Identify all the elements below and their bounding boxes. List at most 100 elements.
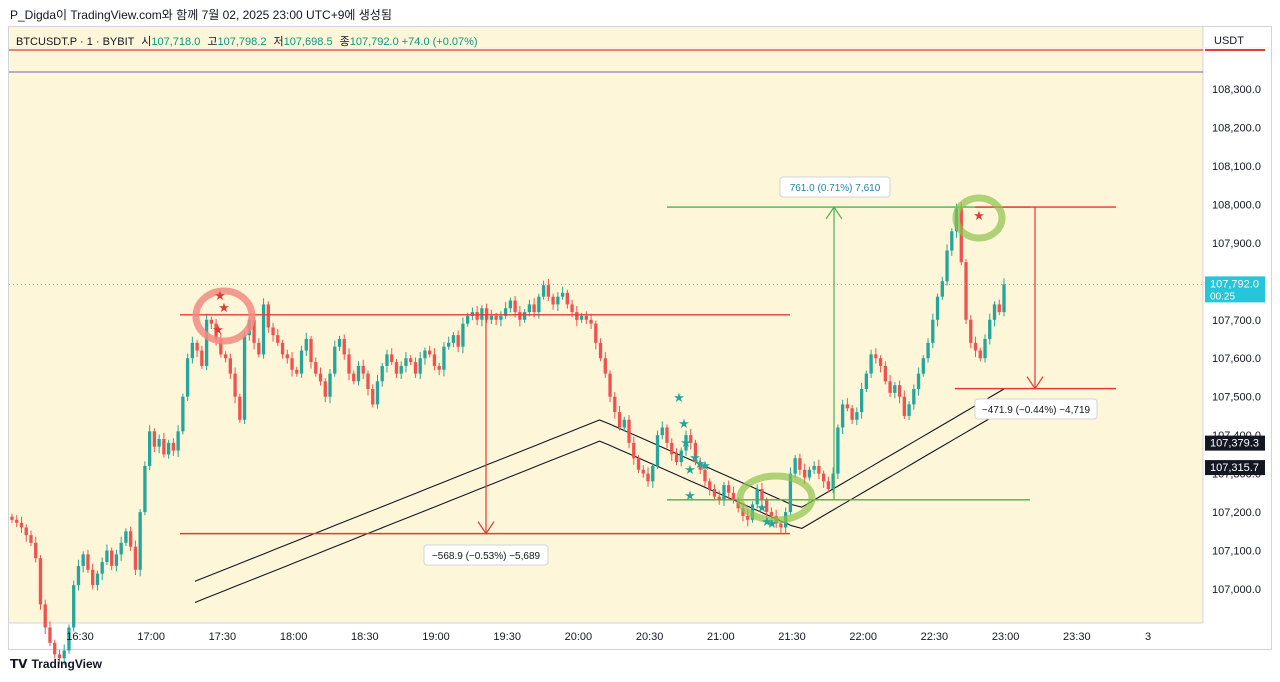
candle-body — [261, 304, 266, 355]
candle-body — [72, 585, 76, 628]
chart-frame — [8, 26, 1272, 650]
candle-body — [152, 431, 157, 447]
candle-body — [451, 335, 456, 343]
candle-body — [703, 469, 707, 482]
candle-body — [34, 542, 38, 559]
candle-body — [323, 381, 327, 397]
candle-body — [551, 296, 555, 305]
high-label: 고 — [207, 36, 218, 48]
candle-body — [29, 535, 33, 543]
candle-body — [366, 373, 370, 390]
snapshot-header: P_Digda이 TradingView.com와 함께 7월 02, 2025… — [0, 0, 1280, 26]
time-tick-label: 20:00 — [565, 631, 593, 643]
candle-body — [978, 350, 982, 359]
candle-body — [632, 442, 636, 459]
candle-body — [935, 296, 940, 320]
candle-body — [124, 531, 128, 543]
close-value: 107,792.0 — [349, 36, 399, 48]
symbol-legend: BTCUSDT.P · 1 · BYBIT 시107,718.0 고 107,79… — [16, 33, 478, 49]
price-tick-label: 108,300.0 — [1212, 84, 1261, 96]
star-marker-icon: ★ — [684, 462, 696, 477]
candle-body — [204, 319, 209, 366]
measure-down-arrow — [477, 521, 495, 535]
price-tick-label: 107,100.0 — [1212, 546, 1261, 558]
candle-body — [513, 300, 517, 313]
candle-body — [575, 312, 579, 320]
candle-body — [128, 531, 133, 547]
candle-body — [181, 396, 185, 432]
candle-body — [428, 350, 432, 355]
candle-body — [456, 335, 460, 347]
price-tick-label: 107,700.0 — [1212, 315, 1261, 327]
candle-body — [912, 389, 916, 405]
time-tick-label: 21:30 — [778, 631, 806, 643]
candle-body — [409, 358, 413, 363]
currency-label[interactable]: USDT — [1214, 35, 1244, 47]
candle-body — [655, 435, 660, 466]
star-marker-icon: ★ — [678, 416, 690, 431]
candle-body — [200, 350, 204, 366]
candle-body — [195, 342, 199, 351]
star-marker-icon: ★ — [761, 514, 773, 529]
candle-body — [499, 315, 503, 320]
candle-body — [893, 385, 897, 393]
candle-body — [598, 342, 603, 359]
price-axis[interactable]: 107,000.0107,100.0107,200.0107,300.0107,… — [1205, 49, 1265, 596]
candle-body — [537, 296, 541, 313]
candle-body — [855, 412, 859, 420]
candle-body — [484, 308, 489, 320]
star-marker-icon: ★ — [673, 390, 685, 405]
candle-body — [76, 565, 81, 586]
candle-body — [660, 427, 664, 436]
candle-body — [969, 319, 973, 343]
candle-body — [214, 323, 218, 340]
candle-body — [670, 442, 674, 455]
candle-body — [53, 642, 57, 655]
candle-body — [333, 346, 337, 374]
candle-body — [257, 342, 261, 355]
low-label: 저 — [273, 36, 284, 48]
close-label: 종 — [339, 36, 350, 48]
candle-body — [423, 350, 427, 359]
candle-body — [802, 469, 807, 478]
open-label: 시 — [141, 36, 152, 48]
candle-body — [727, 485, 731, 493]
candle-body — [238, 396, 242, 420]
candle-body — [765, 500, 769, 513]
candle-body — [636, 458, 641, 470]
candle-body — [717, 496, 721, 501]
candle-body — [992, 304, 997, 320]
candle-body — [394, 362, 399, 374]
candle-body — [613, 396, 617, 413]
candles — [10, 202, 1006, 665]
peak-circle-marker — [952, 194, 1006, 242]
star-marker-icon: ★ — [218, 300, 230, 315]
low-value: 107,698.5 — [283, 36, 333, 48]
candle-body — [831, 473, 835, 490]
candle-body — [304, 339, 308, 351]
candle-body — [560, 292, 565, 297]
candle-body — [95, 573, 100, 586]
candle-body — [119, 542, 123, 555]
candle-body — [276, 335, 280, 343]
candle-body — [361, 365, 365, 374]
star-marker-icon: ★ — [699, 458, 711, 473]
measure-pullback-arrow — [1026, 376, 1044, 390]
candle-body — [480, 308, 484, 320]
open-value: 107,718.0 — [151, 36, 201, 48]
candle-body — [418, 358, 422, 374]
candle-body — [665, 427, 669, 443]
candle-body — [836, 427, 840, 474]
candle-body — [878, 358, 883, 366]
symbol-name: BTCUSDT.P · 1 · BYBIT — [16, 36, 135, 48]
candle-body — [698, 462, 702, 470]
candle-body — [708, 481, 712, 490]
time-axis[interactable]: 16:30 17:00 17:30 18:00 18:30 19:00 19:30 20:00… — [66, 631, 1151, 643]
candle-body — [845, 404, 850, 409]
candle-body — [760, 489, 764, 501]
drawings[interactable]: −568.9 (−0.53%) −5,689 761.0 (0.71%) 7,61… — [9, 49, 1203, 566]
candle-body — [950, 231, 954, 251]
candle-body — [19, 522, 24, 528]
time-tick-label: 19:30 — [493, 631, 521, 643]
